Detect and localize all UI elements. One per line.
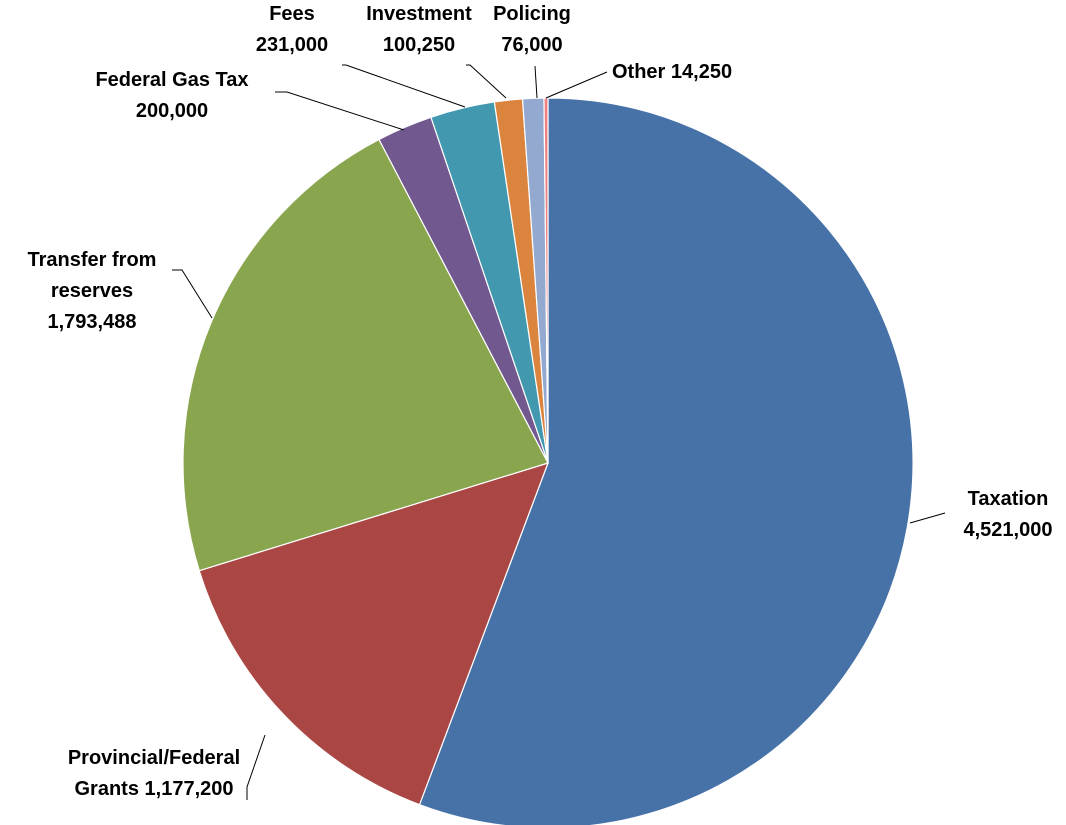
- data-label-line: Fees: [269, 3, 315, 25]
- data-label-line: Federal Gas Tax: [95, 69, 248, 91]
- data-label-line: Provincial/Federal: [68, 747, 240, 769]
- data-label-line: 4,521,000: [964, 519, 1053, 541]
- leader-line-investment: [466, 64, 507, 99]
- pie-slices: [182, 97, 914, 825]
- pie-slice-provincial-federal-grants: [198, 462, 549, 806]
- data-label-line: reserves: [51, 280, 133, 302]
- data-label-line: 100,250: [383, 34, 455, 56]
- data-label-line: Other 14,250: [612, 61, 732, 83]
- data-label-provincial-federal-grants: Provincial/Federal Grants 1,177,200: [68, 747, 240, 800]
- data-label-investment: Investment 100,250: [366, 3, 472, 56]
- data-label-transfer-from-reserves: Transfer from reserves 1,793,488: [28, 249, 157, 333]
- data-label-other: Other 14,250: [612, 61, 732, 83]
- data-label-line: 76,000: [501, 34, 562, 56]
- data-label-line: 231,000: [256, 34, 328, 56]
- leader-line-provincial-federal-grants: [246, 734, 266, 800]
- leader-line-taxation: [909, 512, 946, 524]
- leader-line-federal-gas-tax: [275, 91, 405, 131]
- data-label-line: Grants 1,177,200: [75, 778, 234, 800]
- data-label-line: Policing: [493, 3, 571, 25]
- leader-line-transfer-from-reserves: [172, 269, 213, 319]
- data-label-line: 200,000: [136, 100, 208, 122]
- leader-line-fees: [342, 64, 466, 108]
- data-label-line: Transfer from: [28, 249, 157, 271]
- pie-slice-taxation: [418, 97, 914, 825]
- data-label-fees: Fees 231,000: [256, 3, 328, 56]
- data-label-taxation: Taxation 4,521,000: [964, 488, 1053, 541]
- data-label-federal-gas-tax: Federal Gas Tax 200,000: [95, 69, 248, 122]
- leader-lines: [172, 64, 946, 800]
- data-label-line: 1,793,488: [48, 311, 137, 333]
- data-label-policing: Policing 76,000: [493, 3, 571, 56]
- data-label-line: Taxation: [968, 488, 1049, 510]
- leader-line-other: [545, 71, 608, 99]
- pie-slice-transfer-from-reserves: [182, 138, 549, 572]
- data-label-line: Investment: [366, 3, 472, 25]
- slice-labels: Taxation 4,521,000 Provincial/Federal Grant…: [28, 3, 1053, 800]
- leader-line-policing: [534, 65, 538, 99]
- pie-slice-other: [543, 97, 549, 464]
